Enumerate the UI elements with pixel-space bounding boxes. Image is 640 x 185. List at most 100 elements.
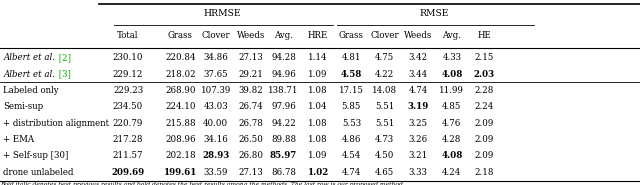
Text: + EMA: + EMA xyxy=(3,135,35,144)
Text: 5.53: 5.53 xyxy=(342,119,361,128)
Text: 230.10: 230.10 xyxy=(113,53,143,62)
Text: 234.50: 234.50 xyxy=(113,102,143,111)
Text: 17.15: 17.15 xyxy=(339,86,364,95)
Text: 34.86: 34.86 xyxy=(204,53,228,62)
Text: 1.09: 1.09 xyxy=(308,152,328,160)
Text: 4.28: 4.28 xyxy=(442,135,461,144)
Text: 3.21: 3.21 xyxy=(408,152,428,160)
Text: 4.65: 4.65 xyxy=(375,168,394,177)
Text: 26.50: 26.50 xyxy=(239,135,263,144)
Text: 4.22: 4.22 xyxy=(375,70,394,79)
Text: 1.08: 1.08 xyxy=(308,119,328,128)
Text: + distribution alignment: + distribution alignment xyxy=(3,119,109,128)
Text: RMSE: RMSE xyxy=(420,9,449,18)
Text: 86.78: 86.78 xyxy=(271,168,296,177)
Text: 224.10: 224.10 xyxy=(165,102,196,111)
Text: 215.88: 215.88 xyxy=(165,119,196,128)
Text: 4.74: 4.74 xyxy=(408,86,428,95)
Text: 2.15: 2.15 xyxy=(475,53,494,62)
Text: 4.08: 4.08 xyxy=(441,152,463,160)
Text: 1.14: 1.14 xyxy=(308,53,328,62)
Text: Grass: Grass xyxy=(168,31,193,40)
Text: 94.22: 94.22 xyxy=(271,119,296,128)
Text: Clover: Clover xyxy=(371,31,399,40)
Text: 4.75: 4.75 xyxy=(375,53,394,62)
Text: Avg.: Avg. xyxy=(442,31,461,40)
Text: 220.84: 220.84 xyxy=(165,53,196,62)
Text: 27.13: 27.13 xyxy=(239,53,263,62)
Text: 40.00: 40.00 xyxy=(203,119,228,128)
Text: 218.02: 218.02 xyxy=(165,70,196,79)
Text: 4.74: 4.74 xyxy=(342,168,361,177)
Text: 2.18: 2.18 xyxy=(475,168,494,177)
Text: 4.33: 4.33 xyxy=(442,53,461,62)
Text: [3]: [3] xyxy=(56,70,70,79)
Text: 3.25: 3.25 xyxy=(408,119,428,128)
Text: Bold italic denotes best previous results and bold denotes the best results amon: Bold italic denotes best previous result… xyxy=(0,182,404,185)
Text: 138.71: 138.71 xyxy=(268,86,299,95)
Text: 199.61: 199.61 xyxy=(164,168,197,177)
Text: 3.26: 3.26 xyxy=(408,135,428,144)
Text: 2.09: 2.09 xyxy=(475,135,494,144)
Text: Albert: Albert xyxy=(3,53,33,62)
Text: 2.24: 2.24 xyxy=(475,102,494,111)
Text: HE: HE xyxy=(477,31,492,40)
Text: 4.86: 4.86 xyxy=(342,135,361,144)
Text: 4.81: 4.81 xyxy=(342,53,361,62)
Text: 14.08: 14.08 xyxy=(372,86,397,95)
Text: 43.03: 43.03 xyxy=(204,102,228,111)
Text: 209.69: 209.69 xyxy=(111,168,145,177)
Text: 1.09: 1.09 xyxy=(308,70,328,79)
Text: 4.24: 4.24 xyxy=(442,168,461,177)
Text: 37.65: 37.65 xyxy=(204,70,228,79)
Text: 34.16: 34.16 xyxy=(204,135,228,144)
Text: 220.79: 220.79 xyxy=(113,119,143,128)
Text: 2.09: 2.09 xyxy=(475,119,494,128)
Text: 229.12: 229.12 xyxy=(113,70,143,79)
Text: [2]: [2] xyxy=(56,53,70,62)
Text: Avg.: Avg. xyxy=(274,31,293,40)
Text: drone unlabeled: drone unlabeled xyxy=(3,168,74,177)
Text: 27.13: 27.13 xyxy=(239,168,263,177)
Text: 4.54: 4.54 xyxy=(342,152,361,160)
Text: 202.18: 202.18 xyxy=(165,152,196,160)
Text: et al.: et al. xyxy=(33,70,55,79)
Text: 211.57: 211.57 xyxy=(113,152,143,160)
Text: 26.80: 26.80 xyxy=(238,152,264,160)
Text: 28.93: 28.93 xyxy=(202,152,229,160)
Text: et al.: et al. xyxy=(33,53,55,62)
Text: HRE: HRE xyxy=(308,31,328,40)
Text: 29.21: 29.21 xyxy=(239,70,263,79)
Text: 5.51: 5.51 xyxy=(375,102,394,111)
Text: 208.96: 208.96 xyxy=(165,135,196,144)
Text: 4.73: 4.73 xyxy=(375,135,394,144)
Text: Grass: Grass xyxy=(339,31,364,40)
Text: HRMSE: HRMSE xyxy=(204,9,241,18)
Text: 2.28: 2.28 xyxy=(475,86,494,95)
Text: Labeled only: Labeled only xyxy=(3,86,59,95)
Text: 5.85: 5.85 xyxy=(342,102,361,111)
Text: 85.97: 85.97 xyxy=(270,152,297,160)
Text: 11.99: 11.99 xyxy=(439,86,465,95)
Text: 229.23: 229.23 xyxy=(113,86,143,95)
Text: 26.74: 26.74 xyxy=(239,102,263,111)
Text: 1.08: 1.08 xyxy=(308,135,328,144)
Text: 89.88: 89.88 xyxy=(271,135,296,144)
Text: 4.50: 4.50 xyxy=(375,152,394,160)
Text: 268.90: 268.90 xyxy=(165,86,196,95)
Text: Weeds: Weeds xyxy=(237,31,265,40)
Text: 3.33: 3.33 xyxy=(408,168,428,177)
Text: 4.76: 4.76 xyxy=(442,119,461,128)
Text: 1.08: 1.08 xyxy=(308,86,328,95)
Text: 2.03: 2.03 xyxy=(474,70,495,79)
Text: 3.19: 3.19 xyxy=(407,102,429,111)
Text: 217.28: 217.28 xyxy=(113,135,143,144)
Text: + Self-sup [30]: + Self-sup [30] xyxy=(3,152,68,160)
Text: 107.39: 107.39 xyxy=(200,86,231,95)
Text: Weeds: Weeds xyxy=(404,31,432,40)
Text: 39.82: 39.82 xyxy=(239,86,263,95)
Text: 3.42: 3.42 xyxy=(408,53,428,62)
Text: 4.85: 4.85 xyxy=(442,102,461,111)
Text: 4.58: 4.58 xyxy=(340,70,362,79)
Text: Semi-sup: Semi-sup xyxy=(3,102,44,111)
